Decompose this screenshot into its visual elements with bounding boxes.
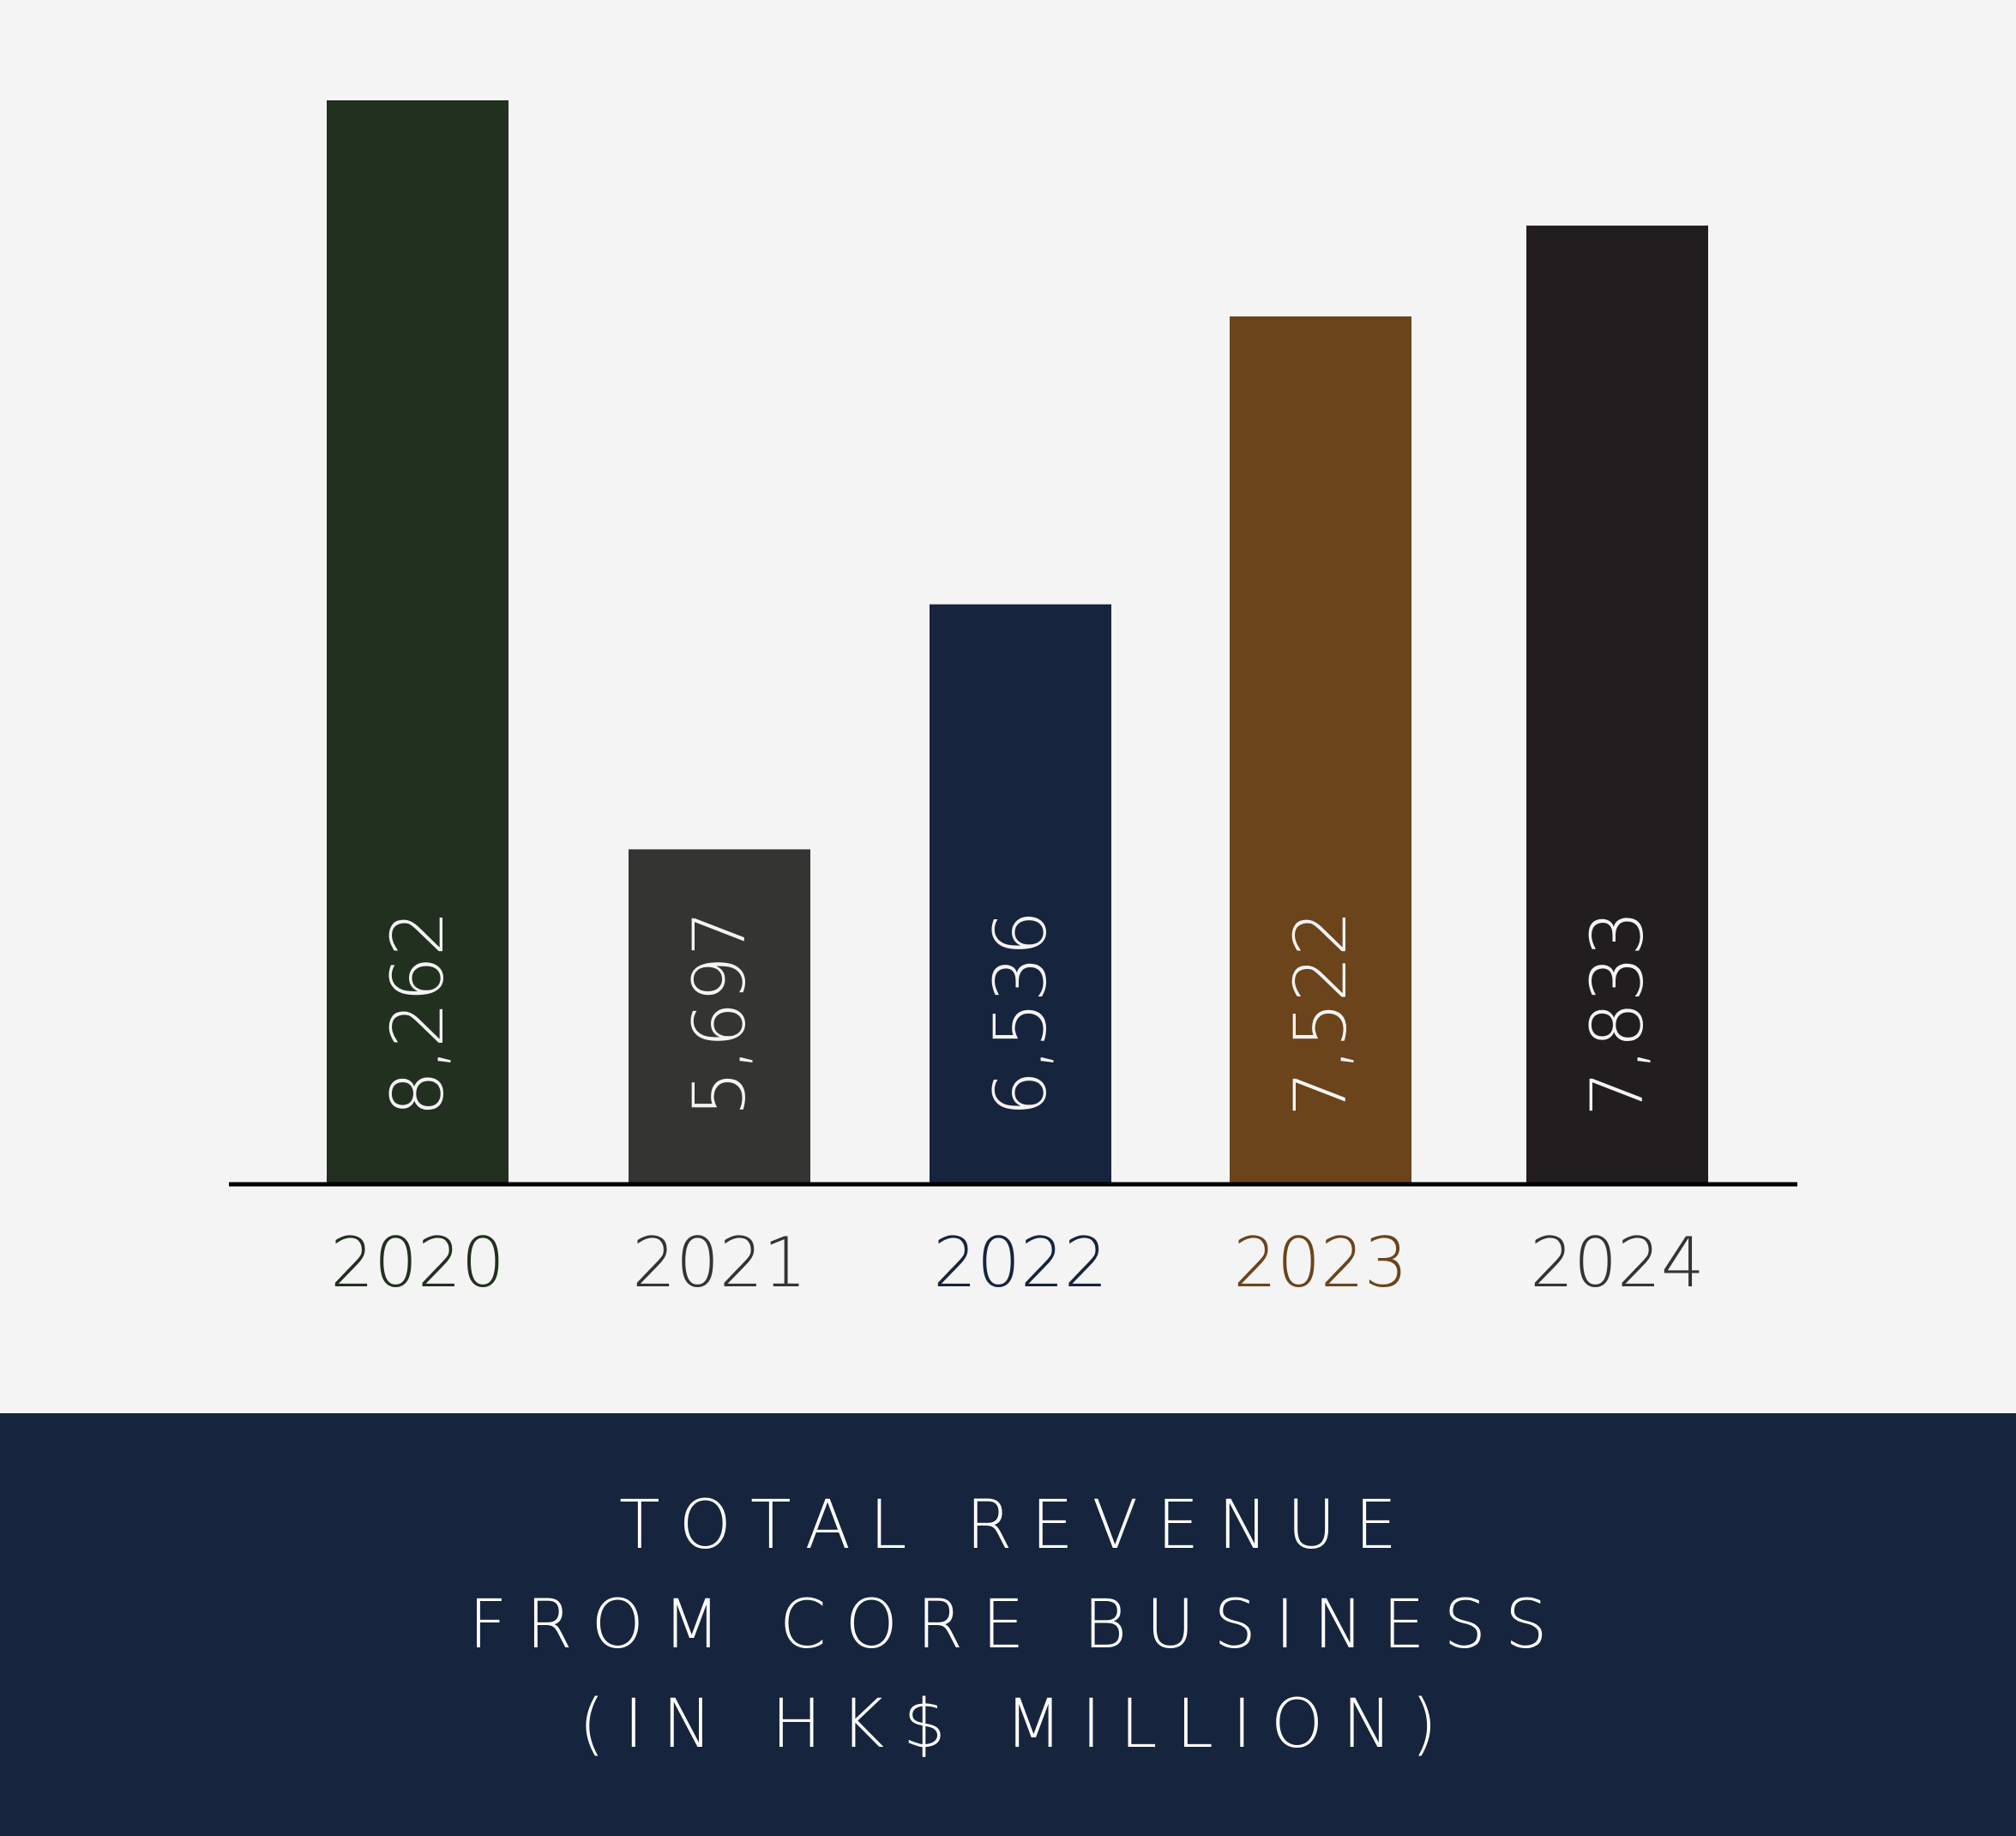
- value-label-2023: 7,522: [1279, 911, 1363, 1117]
- chart-title-line-1: TOTAL REVENUE: [618, 1486, 1417, 1564]
- category-label-2022: 2022: [933, 1223, 1108, 1303]
- category-label-2021: 2021: [632, 1223, 807, 1303]
- bar-2022: [930, 604, 1111, 1184]
- bars-group: [327, 100, 1708, 1184]
- value-labels-group: 8,262 5,697 6,536 7,522 7,833: [376, 911, 1659, 1117]
- category-label-2024: 2024: [1530, 1223, 1705, 1303]
- value-label-2024: 7,833: [1575, 911, 1659, 1117]
- bar-2023: [1230, 316, 1411, 1184]
- value-label-2022: 6,536: [978, 911, 1062, 1117]
- revenue-bar-chart: 8,262 5,697 6,536 7,522 7,833 2020 2021 2022 20…: [229, 100, 1797, 1303]
- chart-title-band: TOTAL REVENUE FROM CORE BUSINESS (IN HK$…: [0, 1413, 2016, 1836]
- category-label-2023: 2023: [1233, 1223, 1408, 1303]
- bar-2024: [1526, 226, 1708, 1184]
- category-labels-group: 2020 2021 2022 2023 2024: [330, 1223, 1705, 1303]
- bar-2020: [327, 100, 509, 1184]
- chart-area: 8,262 5,697 6,536 7,522 7,833 2020 2021 2022 20…: [229, 100, 1797, 1303]
- value-label-2020: 8,262: [376, 911, 460, 1117]
- category-label-2020: 2020: [330, 1223, 505, 1303]
- chart-title-line-3: (IN HK$ MILLION): [578, 1685, 1457, 1763]
- value-label-2021: 5,697: [677, 911, 761, 1117]
- bar-2021: [629, 849, 810, 1184]
- chart-title-line-2: FROM CORE BUSINESS: [468, 1586, 1567, 1664]
